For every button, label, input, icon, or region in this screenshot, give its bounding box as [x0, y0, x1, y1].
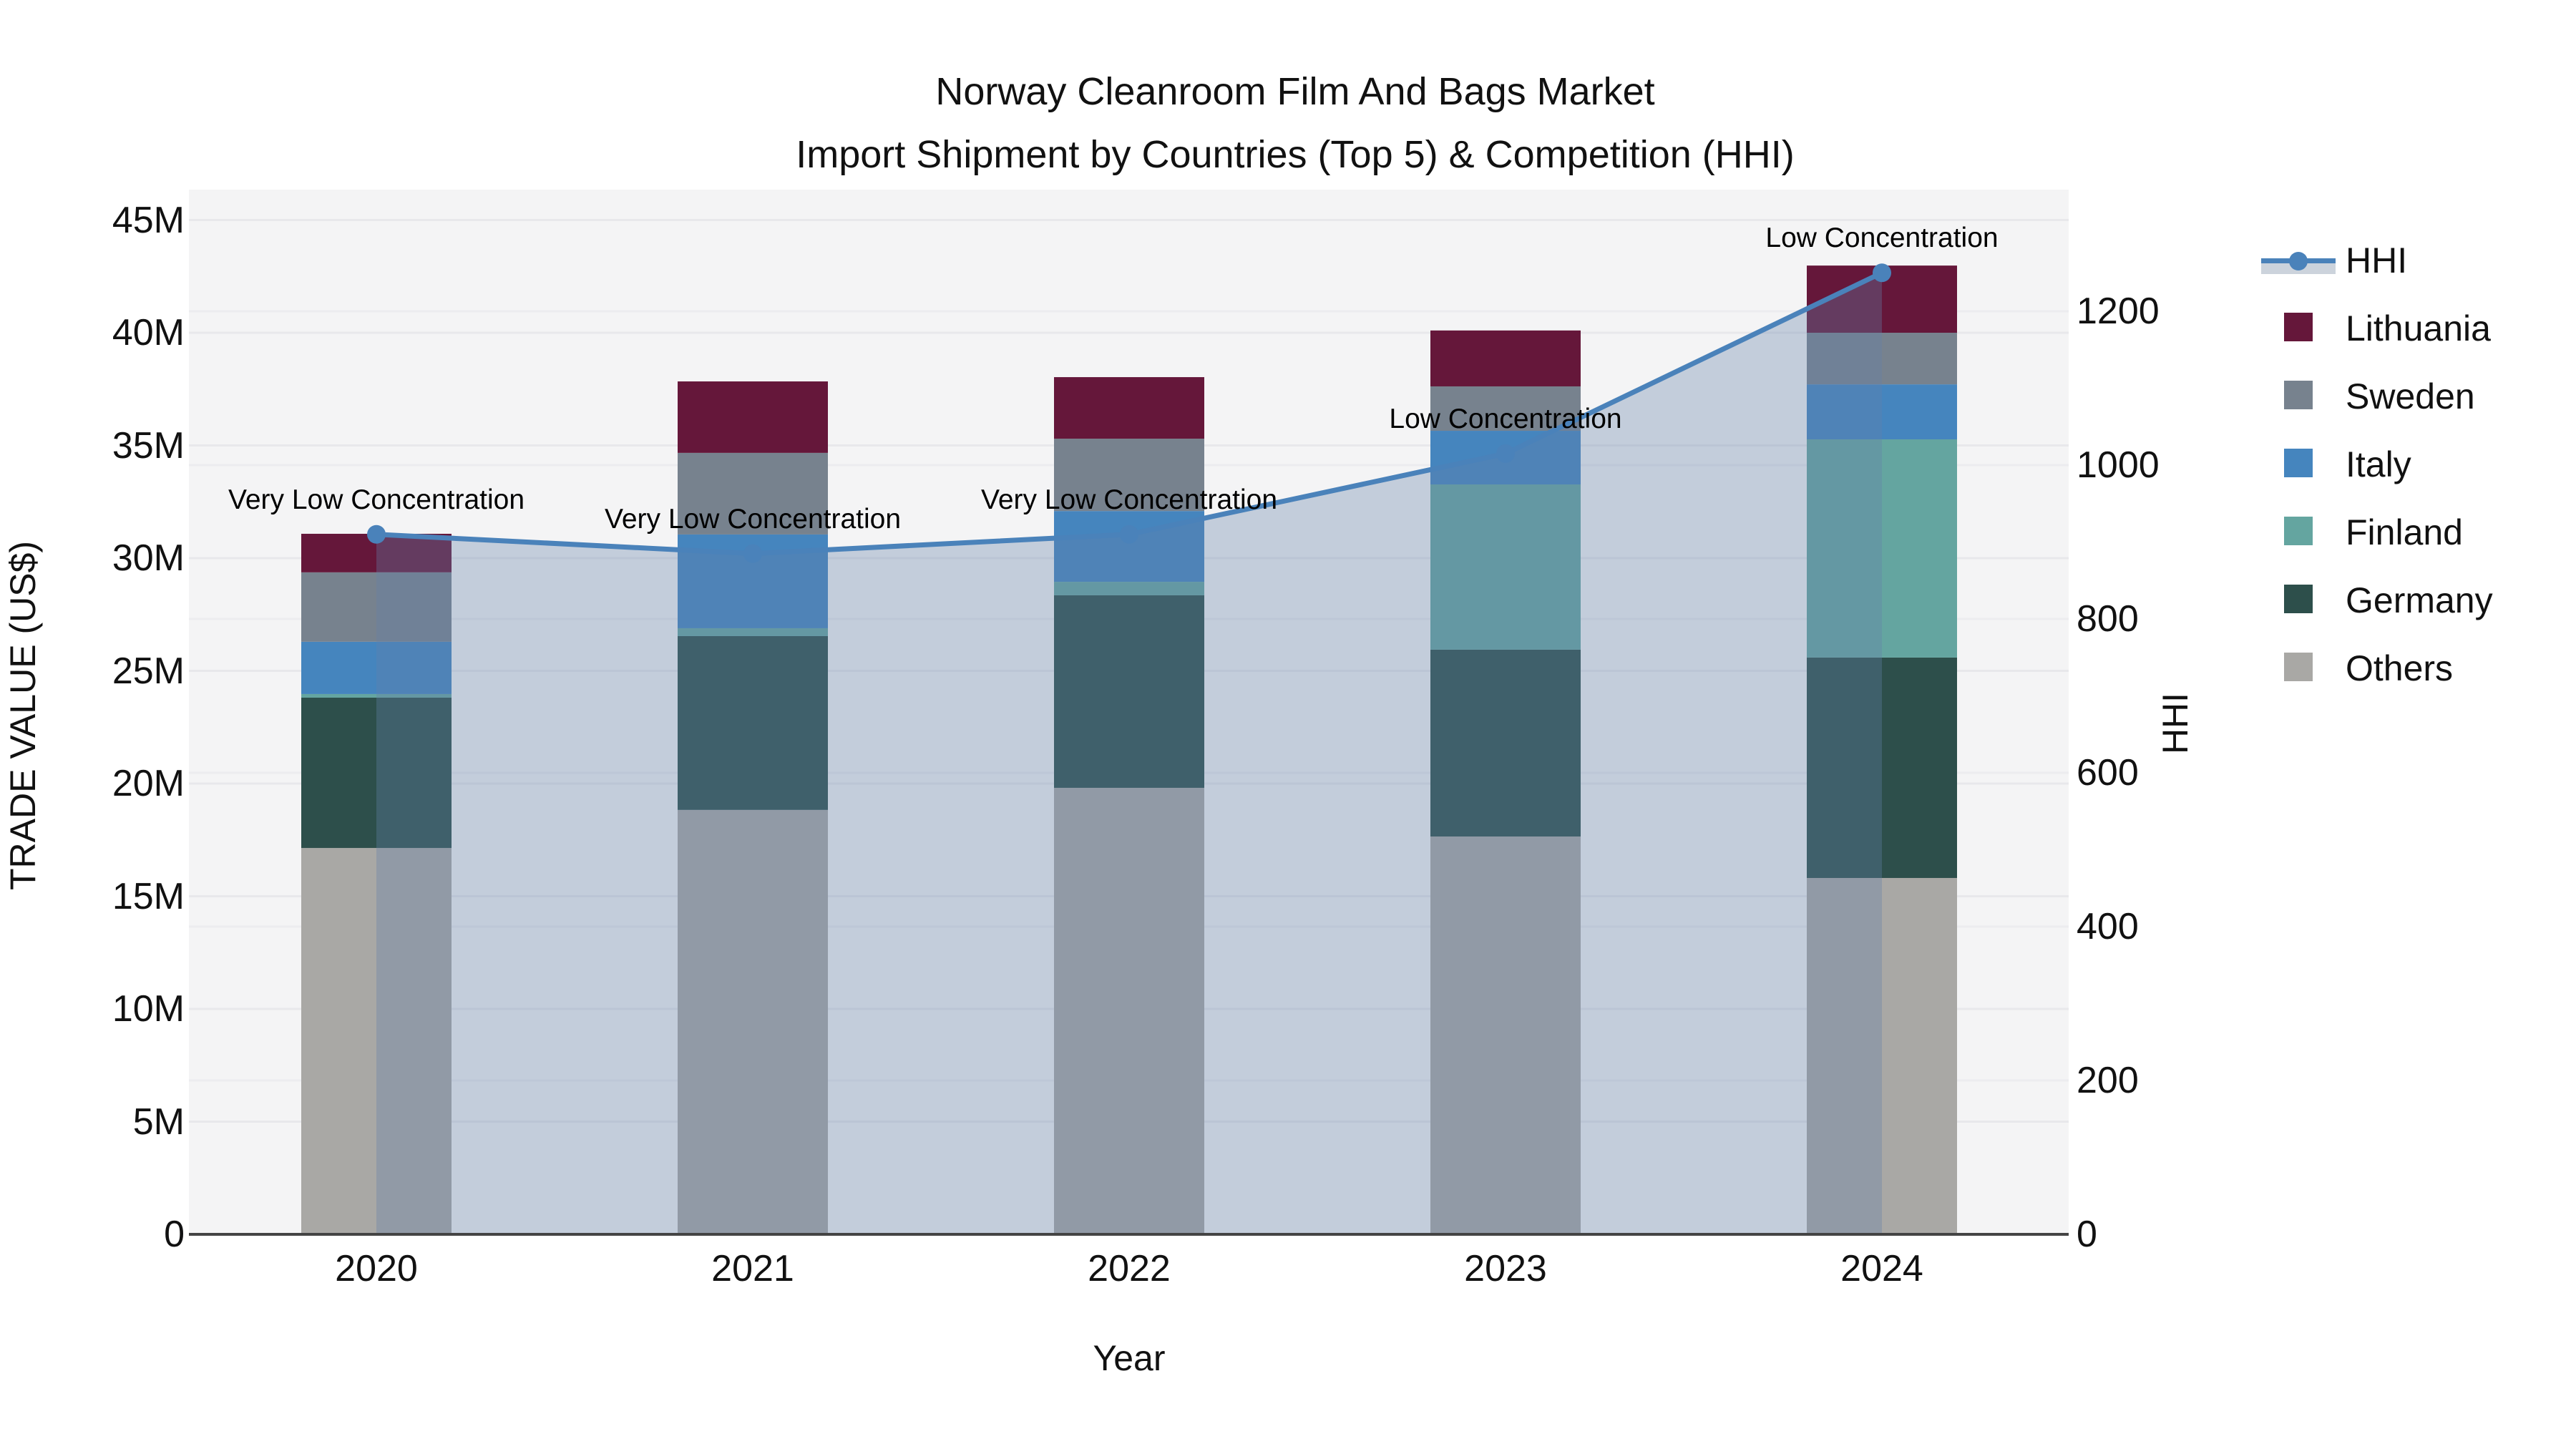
hhi-marker-2021 [743, 544, 762, 563]
hhi-marker-dot [2289, 251, 2308, 270]
left-tick-20M: 20M [112, 763, 185, 804]
bar-segment-lithuania-2022 [1054, 377, 1204, 439]
left-tick-15M: 15M [112, 875, 185, 917]
left-tick-0: 0 [164, 1214, 185, 1255]
annotation-2021: Very Low Concentration [604, 503, 902, 535]
legend-label-hhi: HHI [2346, 240, 2408, 280]
legend-item-hhi[interactable]: HHI [2261, 226, 2493, 294]
right-tick-200: 200 [2077, 1060, 2139, 1101]
left-tick-10M: 10M [112, 988, 185, 1030]
right-axis-title: HHI [2155, 692, 2195, 755]
annotation-2023: Low Concentration [1389, 403, 1622, 434]
bar-segment-germany-2021 [678, 635, 828, 810]
legend-label-finland: Finland [2346, 512, 2463, 552]
color-swatch-icon [2261, 516, 2336, 548]
left-tick-40M: 40M [112, 312, 185, 353]
swatch-finland [2284, 516, 2313, 545]
hhi-marker-2023 [1496, 444, 1515, 463]
left-tick-30M: 30M [112, 537, 185, 579]
bar-segment-others-2021 [678, 809, 828, 1234]
x-axis-title: Year [1093, 1338, 1166, 1378]
bar-segment-sweden-2021 [678, 452, 828, 535]
color-swatch-icon [2261, 448, 2336, 480]
x-tick-2021: 2021 [711, 1248, 794, 1289]
left-tick-5M: 5M [132, 1101, 185, 1143]
color-swatch-icon [2261, 312, 2336, 344]
bar-segment-italy-2024 [1807, 384, 1957, 439]
bar-segment-germany-2020 [301, 697, 452, 849]
annotation-2020: Very Low Concentration [228, 484, 525, 515]
legend-item-finland[interactable]: Finland [2261, 498, 2493, 566]
hhi-marker-2024 [1873, 263, 1891, 283]
x-tick-2022: 2022 [1088, 1248, 1171, 1289]
bar-segment-sweden-2020 [301, 572, 452, 642]
left-tick-35M: 35M [112, 424, 185, 467]
right-tick-0: 0 [2077, 1214, 2097, 1255]
bar-segment-sweden-2022 [1054, 439, 1204, 512]
bar-segment-finland-2021 [678, 628, 828, 636]
left-tick-25M: 25M [112, 650, 185, 692]
right-tick-1000: 1000 [2077, 444, 2160, 486]
bar-segment-finland-2022 [1054, 582, 1204, 595]
swatch-germany [2284, 584, 2313, 613]
swatch-lithuania [2284, 312, 2313, 341]
legend-label-italy: Italy [2346, 444, 2411, 484]
color-swatch-icon [2261, 652, 2336, 684]
hhi-marker-2020 [367, 525, 386, 544]
swatch-others [2284, 652, 2313, 681]
bar-segment-others-2022 [1054, 787, 1204, 1234]
color-swatch-icon [2261, 380, 2336, 412]
x-tick-2024: 2024 [1840, 1248, 1923, 1289]
chart-title: Norway Cleanroom Film And Bags Market Im… [796, 60, 1795, 186]
bar-segment-germany-2022 [1054, 595, 1204, 788]
legend-item-others[interactable]: Others [2261, 634, 2493, 702]
chart-title-line1: Norway Cleanroom Film And Bags Market [935, 70, 1655, 113]
left-axis-title: TRADE VALUE (US$) [3, 540, 43, 891]
legend-item-sweden[interactable]: Sweden [2261, 362, 2493, 430]
annotation-2024: Low Concentration [1765, 223, 1999, 254]
bar-segment-sweden-2023 [1430, 386, 1581, 431]
color-swatch-icon [2261, 584, 2336, 616]
bar-segment-finland-2023 [1430, 484, 1581, 650]
bar-segment-finland-2024 [1807, 439, 1957, 658]
bar-segment-germany-2023 [1430, 649, 1581, 837]
bar-segment-finland-2020 [301, 693, 452, 698]
legend-label-germany: Germany [2346, 580, 2493, 620]
legend-label-sweden: Sweden [2346, 376, 2475, 416]
hhi-area-fill [376, 273, 1882, 1234]
x-tick-2020: 2020 [335, 1248, 418, 1289]
bar-segment-italy-2020 [301, 641, 452, 694]
legend-item-italy[interactable]: Italy [2261, 430, 2493, 498]
bar-segment-germany-2024 [1807, 657, 1957, 878]
right-tick-600: 600 [2077, 752, 2139, 794]
bar-segment-lithuania-2023 [1430, 330, 1581, 386]
x-tick-2023: 2023 [1464, 1248, 1547, 1289]
legend: HHI Lithuania Sweden Italy Finland Germany Oth… [2261, 226, 2493, 702]
right-tick-1200: 1200 [2077, 291, 2160, 332]
bar-segment-others-2024 [1807, 877, 1957, 1234]
right-tick-800: 800 [2077, 598, 2139, 640]
legend-label-others: Others [2346, 648, 2454, 688]
annotation-2022: Very Low Concentration [980, 484, 1278, 515]
hhi-line-icon [2261, 245, 2336, 276]
left-tick-45M: 45M [112, 199, 185, 241]
bar-segment-sweden-2024 [1807, 333, 1957, 385]
bar-segment-others-2020 [301, 848, 452, 1234]
legend-item-germany[interactable]: Germany [2261, 566, 2493, 634]
chart-title-line2: Import Shipment by Countries (Top 5) & C… [796, 133, 1795, 176]
bar-segment-others-2023 [1430, 836, 1581, 1234]
right-tick-400: 400 [2077, 906, 2139, 947]
hhi-marker-2022 [1120, 525, 1138, 544]
swatch-italy [2284, 448, 2313, 477]
bar-segment-lithuania-2021 [678, 381, 828, 453]
legend-item-lithuania[interactable]: Lithuania [2261, 294, 2493, 362]
legend-label-lithuania: Lithuania [2346, 308, 2491, 348]
swatch-sweden [2284, 380, 2313, 409]
